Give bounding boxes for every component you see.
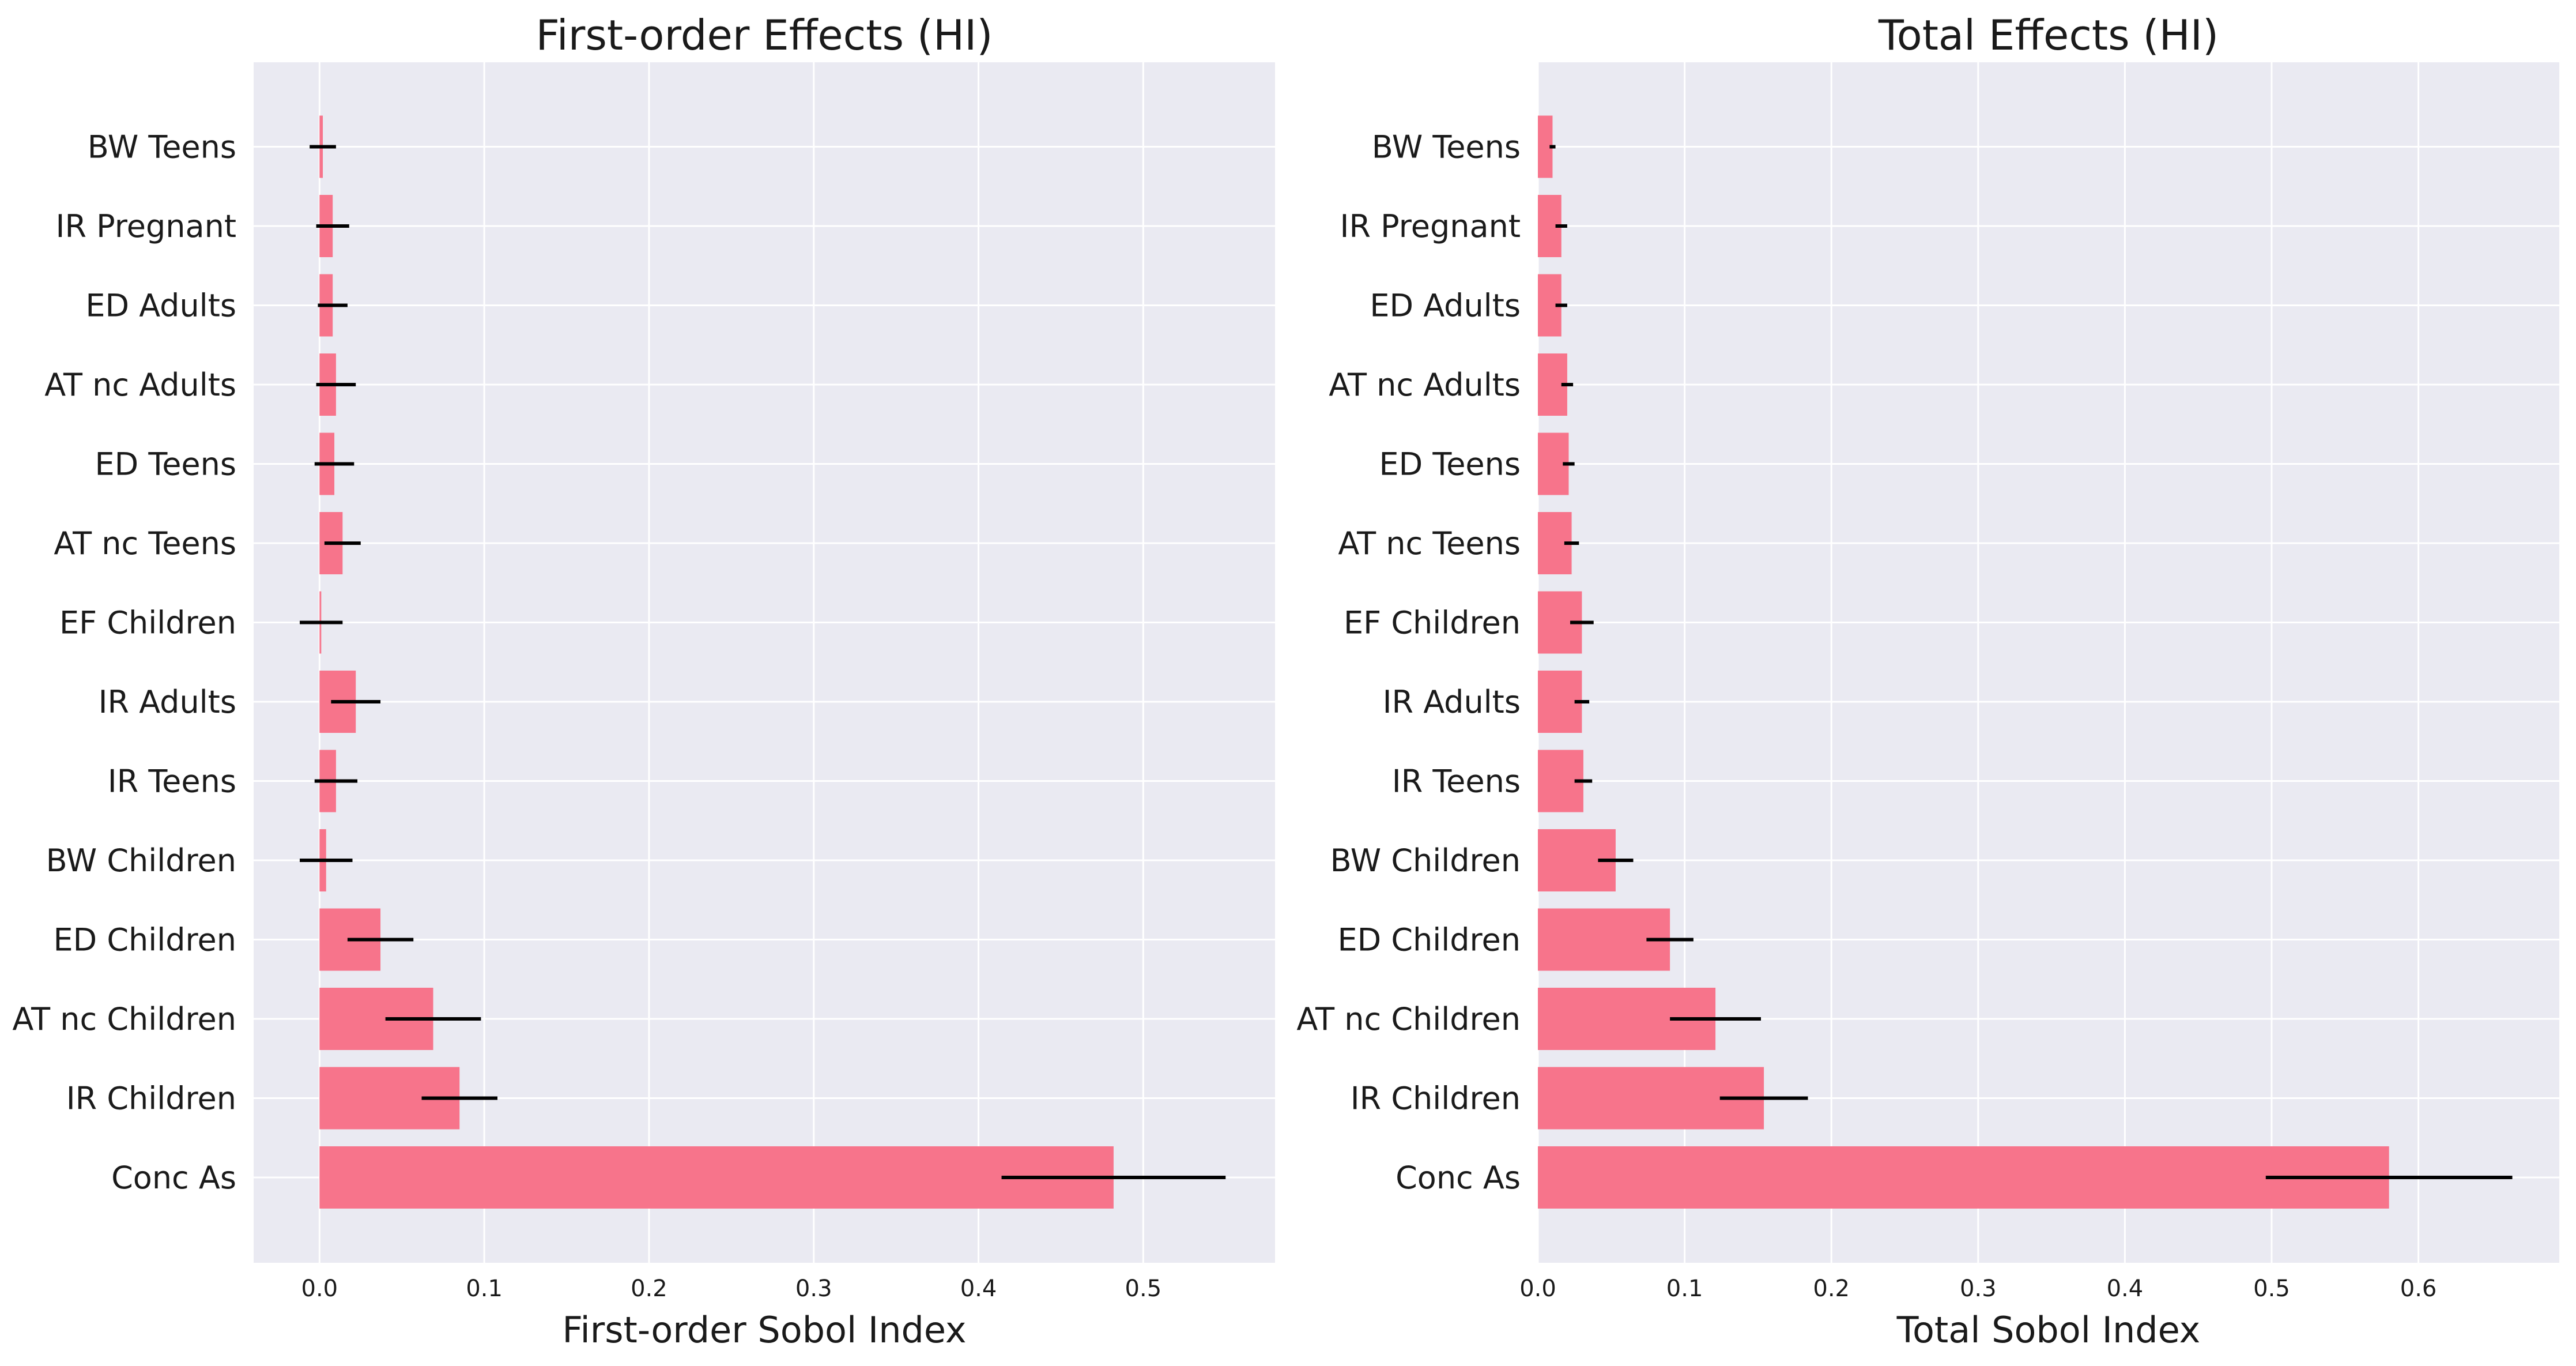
x-tick-label: 0.4 xyxy=(2107,1275,2144,1302)
x-tick-label: 0.0 xyxy=(301,1275,338,1302)
y-tick-label: ED Children xyxy=(53,922,236,958)
y-tick-label: IR Adults xyxy=(99,684,236,720)
y-tick-label: IR Pregnant xyxy=(1340,208,1521,244)
error-bars xyxy=(1549,145,2513,1179)
y-tick-label: Conc As xyxy=(1396,1160,1521,1196)
x-tick-label: 0.0 xyxy=(1519,1275,1556,1302)
bar xyxy=(1538,1146,2389,1209)
panel-total: Conc As IR Children AT nc Children ED Child… xyxy=(1296,11,2559,1351)
panel-first-order: Conc As IR Children AT nc Children ED Child… xyxy=(12,11,1275,1351)
y-tick-label: IR Children xyxy=(1351,1081,1521,1117)
chart-title: Total Effects (HI) xyxy=(1878,11,2219,59)
y-tick-label: ED Teens xyxy=(95,446,236,483)
y-tick-label: AT nc Teens xyxy=(1338,525,1521,562)
y-tick-label: AT nc Children xyxy=(1296,1001,1521,1037)
x-axis-label: First-order Sobol Index xyxy=(562,1309,966,1351)
y-tick-label: AT nc Adults xyxy=(44,367,236,403)
chart-title: First-order Effects (HI) xyxy=(536,11,993,59)
y-tick-label: IR Teens xyxy=(108,763,236,800)
x-tick-label: 0.2 xyxy=(631,1275,667,1302)
x-tick-label: 0.6 xyxy=(2400,1275,2437,1302)
y-tick-label: Conc As xyxy=(111,1160,236,1196)
y-tick-label: AT nc Adults xyxy=(1329,367,1521,403)
x-tick-labels: 0.0 0.1 0.2 0.3 0.4 0.5 0.6 xyxy=(1519,1275,2437,1302)
x-tick-labels: 0.0 0.1 0.2 0.3 0.4 0.5 xyxy=(301,1275,1162,1302)
y-tick-label: ED Teens xyxy=(1379,446,1521,483)
y-tick-label: BW Children xyxy=(1330,842,1521,879)
x-axis-label: Total Sobol Index xyxy=(1896,1309,2201,1351)
x-tick-label: 0.3 xyxy=(795,1275,832,1302)
y-tick-label: ED Children xyxy=(1337,922,1521,958)
y-tick-label: AT nc Children xyxy=(12,1001,236,1037)
x-tick-label: 0.5 xyxy=(1125,1275,1162,1302)
x-tick-label: 0.2 xyxy=(1813,1275,1850,1302)
x-tick-label: 0.4 xyxy=(960,1275,997,1302)
y-tick-labels: Conc As IR Children AT nc Children ED Child… xyxy=(1296,129,1521,1196)
y-tick-label: ED Adults xyxy=(1370,288,1521,324)
bars xyxy=(1538,115,2389,1209)
y-tick-label: IR Teens xyxy=(1392,763,1521,800)
y-tick-label: IR Children xyxy=(66,1081,236,1117)
y-tick-label: AT nc Teens xyxy=(54,525,236,562)
plot-area xyxy=(1538,62,2559,1263)
x-tick-label: 0.1 xyxy=(466,1275,503,1302)
y-tick-label: IR Adults xyxy=(1383,684,1521,720)
y-tick-label: ED Adults xyxy=(85,288,236,324)
bars xyxy=(319,115,1114,1209)
x-tick-label: 0.5 xyxy=(2253,1275,2290,1302)
error-bars xyxy=(300,145,1226,1179)
y-tick-label: BW Teens xyxy=(88,129,236,165)
y-tick-labels: Conc As IR Children AT nc Children ED Child… xyxy=(12,129,236,1196)
y-tick-label: IR Pregnant xyxy=(56,208,236,244)
x-tick-label: 0.1 xyxy=(1666,1275,1703,1302)
plot-area xyxy=(254,62,1275,1263)
y-tick-label: BW Children xyxy=(46,842,236,879)
x-tick-label: 0.3 xyxy=(1960,1275,1997,1302)
gridlines xyxy=(1537,62,2559,1263)
y-tick-label: EF Children xyxy=(1344,605,1521,641)
y-tick-label: BW Teens xyxy=(1372,129,1521,165)
y-tick-label: EF Children xyxy=(59,605,236,641)
bar xyxy=(319,1146,1114,1209)
